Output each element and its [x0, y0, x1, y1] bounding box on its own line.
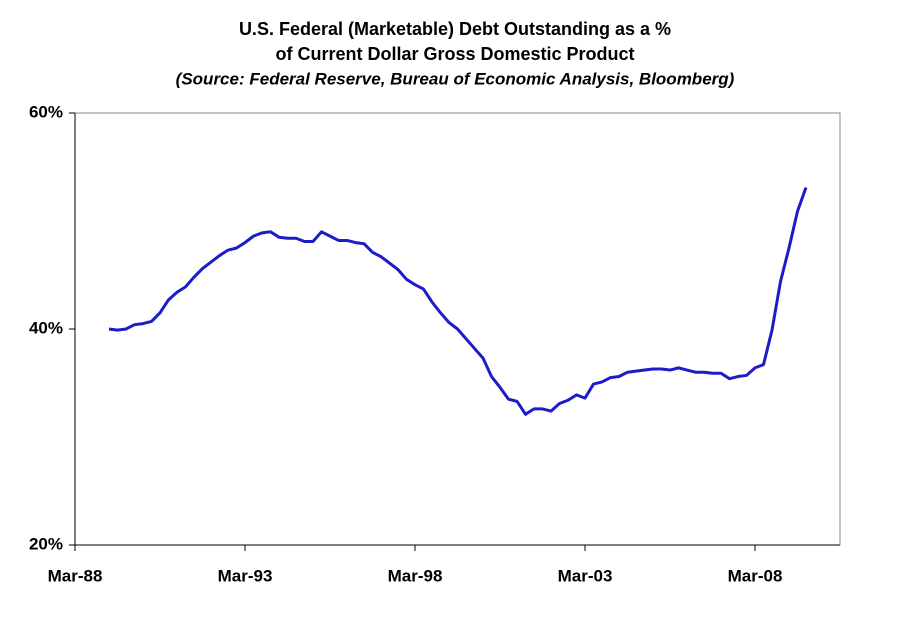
x-tick-label: Mar-08: [728, 566, 783, 585]
y-tick-label: 20%: [29, 534, 63, 553]
x-tick-label: Mar-03: [558, 566, 613, 585]
chart-subtitle: of Current Dollar Gross Domestic Product: [275, 44, 634, 64]
data-line: [108, 187, 808, 416]
x-tick-label: Mar-98: [388, 566, 443, 585]
x-tick-label: Mar-93: [218, 566, 273, 585]
y-tick-label: 40%: [29, 318, 63, 337]
x-tick-label: Mar-88: [48, 566, 103, 585]
chart-source: (Source: Federal Reserve, Bureau of Econ…: [176, 69, 735, 88]
chart-title: U.S. Federal (Marketable) Debt Outstandi…: [239, 19, 671, 39]
y-tick-label: 60%: [29, 102, 63, 121]
